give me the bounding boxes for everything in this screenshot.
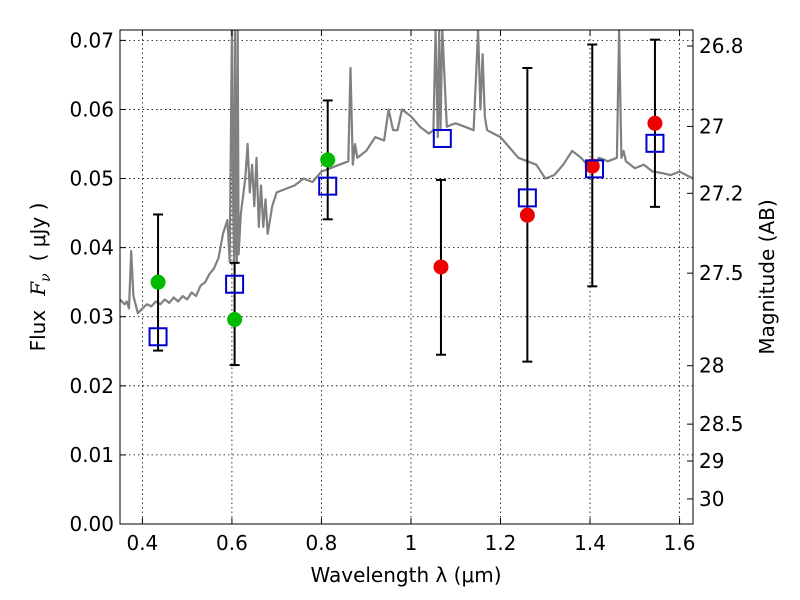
- y-axis-label-flux: Flux: [26, 310, 50, 352]
- red-data-point: [584, 158, 600, 174]
- y-axis-label: Flux Fν ( μJy ): [26, 203, 54, 352]
- x-tick-label: 1: [405, 531, 418, 555]
- magnitude-tick-label: 28.5: [699, 412, 744, 436]
- green-data-point: [227, 311, 243, 327]
- magnitude-axis-label: Magnitude (AB): [755, 199, 779, 354]
- magnitude-tick-label: 26.8: [699, 34, 744, 58]
- green-data-point: [320, 152, 336, 168]
- x-tick-label: 0.8: [306, 531, 338, 555]
- green-data-point: [150, 274, 166, 290]
- model-square: [148, 327, 168, 347]
- y-tick-label: 0.02: [69, 374, 114, 398]
- y-tick-label: 0.03: [69, 305, 114, 329]
- observed-points: [150, 115, 663, 327]
- model-squares: [148, 128, 665, 347]
- magnitude-tick-label: 28: [699, 354, 724, 378]
- magnitude-tick-label: 29: [699, 449, 724, 473]
- x-tick-label: 1.2: [485, 531, 517, 555]
- red-data-point: [433, 259, 449, 275]
- magnitude-tick-label: 27.2: [699, 181, 744, 205]
- x-tick-label: 1.6: [664, 531, 696, 555]
- spectrum-series: [120, 30, 693, 315]
- red-data-point: [647, 115, 663, 131]
- model-square: [585, 159, 605, 179]
- magnitude-tick-label: 30: [699, 487, 724, 511]
- model-square: [225, 274, 245, 294]
- x-tick-label: 1.4: [574, 531, 606, 555]
- y-tick-label: 0.00: [69, 512, 114, 536]
- y-axis-ticks: 0.00 0.01 0.02 0.03 0.04 0.05 0.06 0.07: [69, 28, 126, 536]
- y-tick-label: 0.01: [69, 443, 114, 467]
- x-tick-label: 0.6: [216, 531, 248, 555]
- plot-frame: [119, 29, 694, 525]
- y-axis-label-unit: ( μJy ): [26, 203, 50, 262]
- model-square: [517, 188, 537, 208]
- y-tick-label: 0.07: [69, 28, 114, 52]
- spectrum-line: [120, 30, 693, 315]
- magnitude-axis-ticks: 26.8 27 27.2 27.5 28 28.5 29 30: [687, 34, 744, 511]
- x-tick-label: 0.4: [126, 531, 158, 555]
- magnitude-tick-label: 27: [699, 114, 724, 138]
- y-tick-label: 0.05: [69, 167, 114, 191]
- y-tick-label: 0.06: [69, 97, 114, 121]
- y-axis-label-fnu: F: [26, 281, 50, 297]
- y-tick-label: 0.04: [69, 236, 114, 260]
- x-axis-label: Wavelength λ (μm): [310, 563, 501, 587]
- model-square: [318, 176, 338, 196]
- magnitude-tick-label: 27.5: [699, 261, 744, 285]
- y-axis-label-nu: ν: [38, 273, 54, 282]
- red-data-point: [519, 207, 535, 223]
- model-square: [645, 133, 665, 153]
- x-axis-ticks: 0.4 0.6 0.8 1 1.2 1.4 1.6: [126, 30, 695, 555]
- model-square: [432, 128, 452, 148]
